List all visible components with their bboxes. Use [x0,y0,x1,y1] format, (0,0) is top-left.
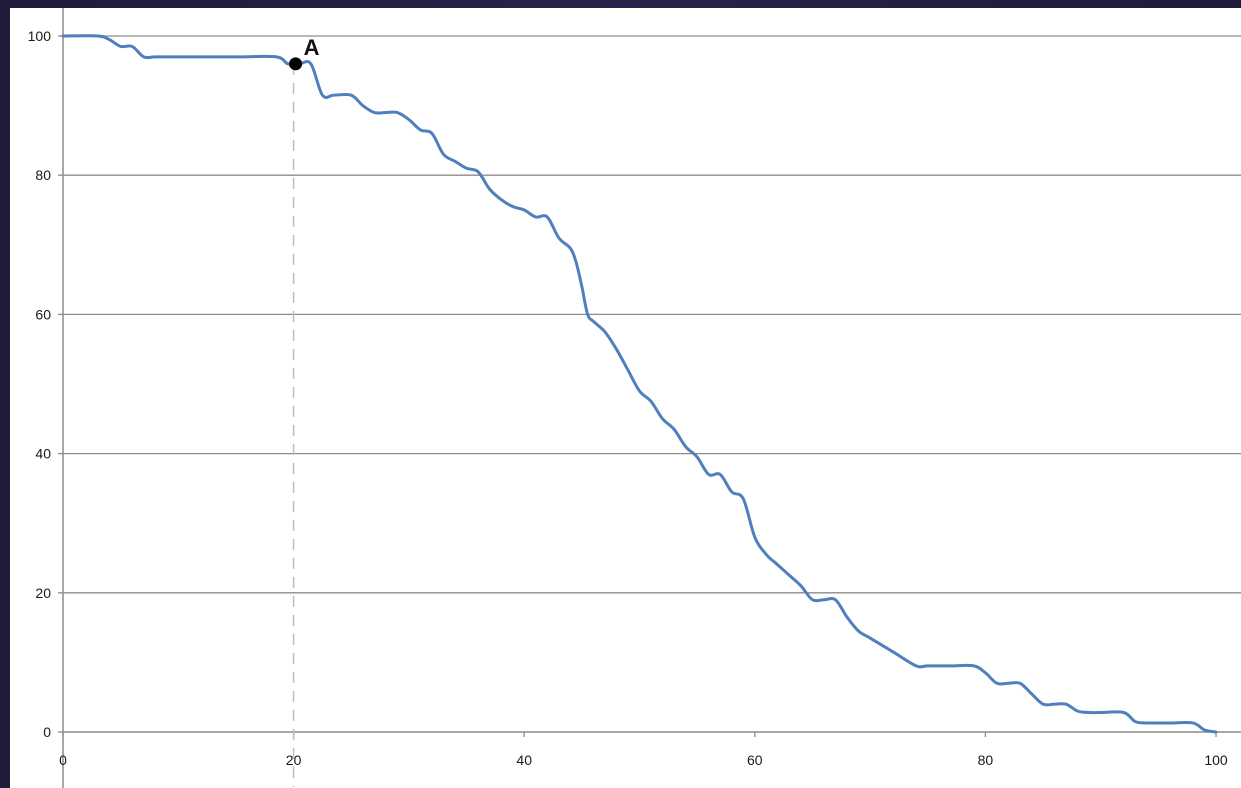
gridlines [63,35,1241,594]
x-tick-label-20: 20 [286,752,302,768]
y-tick-label-40: 40 [35,446,51,462]
series-line-1 [61,34,1218,734]
y-tick-label-60: 60 [35,306,51,322]
x-tick-label-0: 0 [59,752,67,768]
y-tick-label-100: 100 [28,28,52,44]
series-group [61,34,1218,734]
x-tick-label-100: 100 [1204,752,1228,768]
y-tick-label-20: 20 [35,585,51,601]
x-tick-label-80: 80 [978,752,994,768]
y-tick-label-80: 80 [35,167,51,183]
axes [62,8,1241,788]
x-tick-label-40: 40 [516,752,532,768]
y-axis-ticks: 0 20 40 60 80 100 [28,28,63,740]
chart-panel: 0 20 40 60 80 100 0 20 40 60 80 100 A [10,8,1241,788]
x-axis-ticks: 0 20 40 60 80 100 [59,732,1228,768]
annotation-label-1: A [304,35,320,60]
x-tick-label-60: 60 [747,752,763,768]
y-tick-label-0: 0 [43,724,51,740]
annotation-point-1 [289,57,303,71]
annotation-group: A [289,35,320,787]
line-chart: 0 20 40 60 80 100 0 20 40 60 80 100 A [28,8,1241,788]
